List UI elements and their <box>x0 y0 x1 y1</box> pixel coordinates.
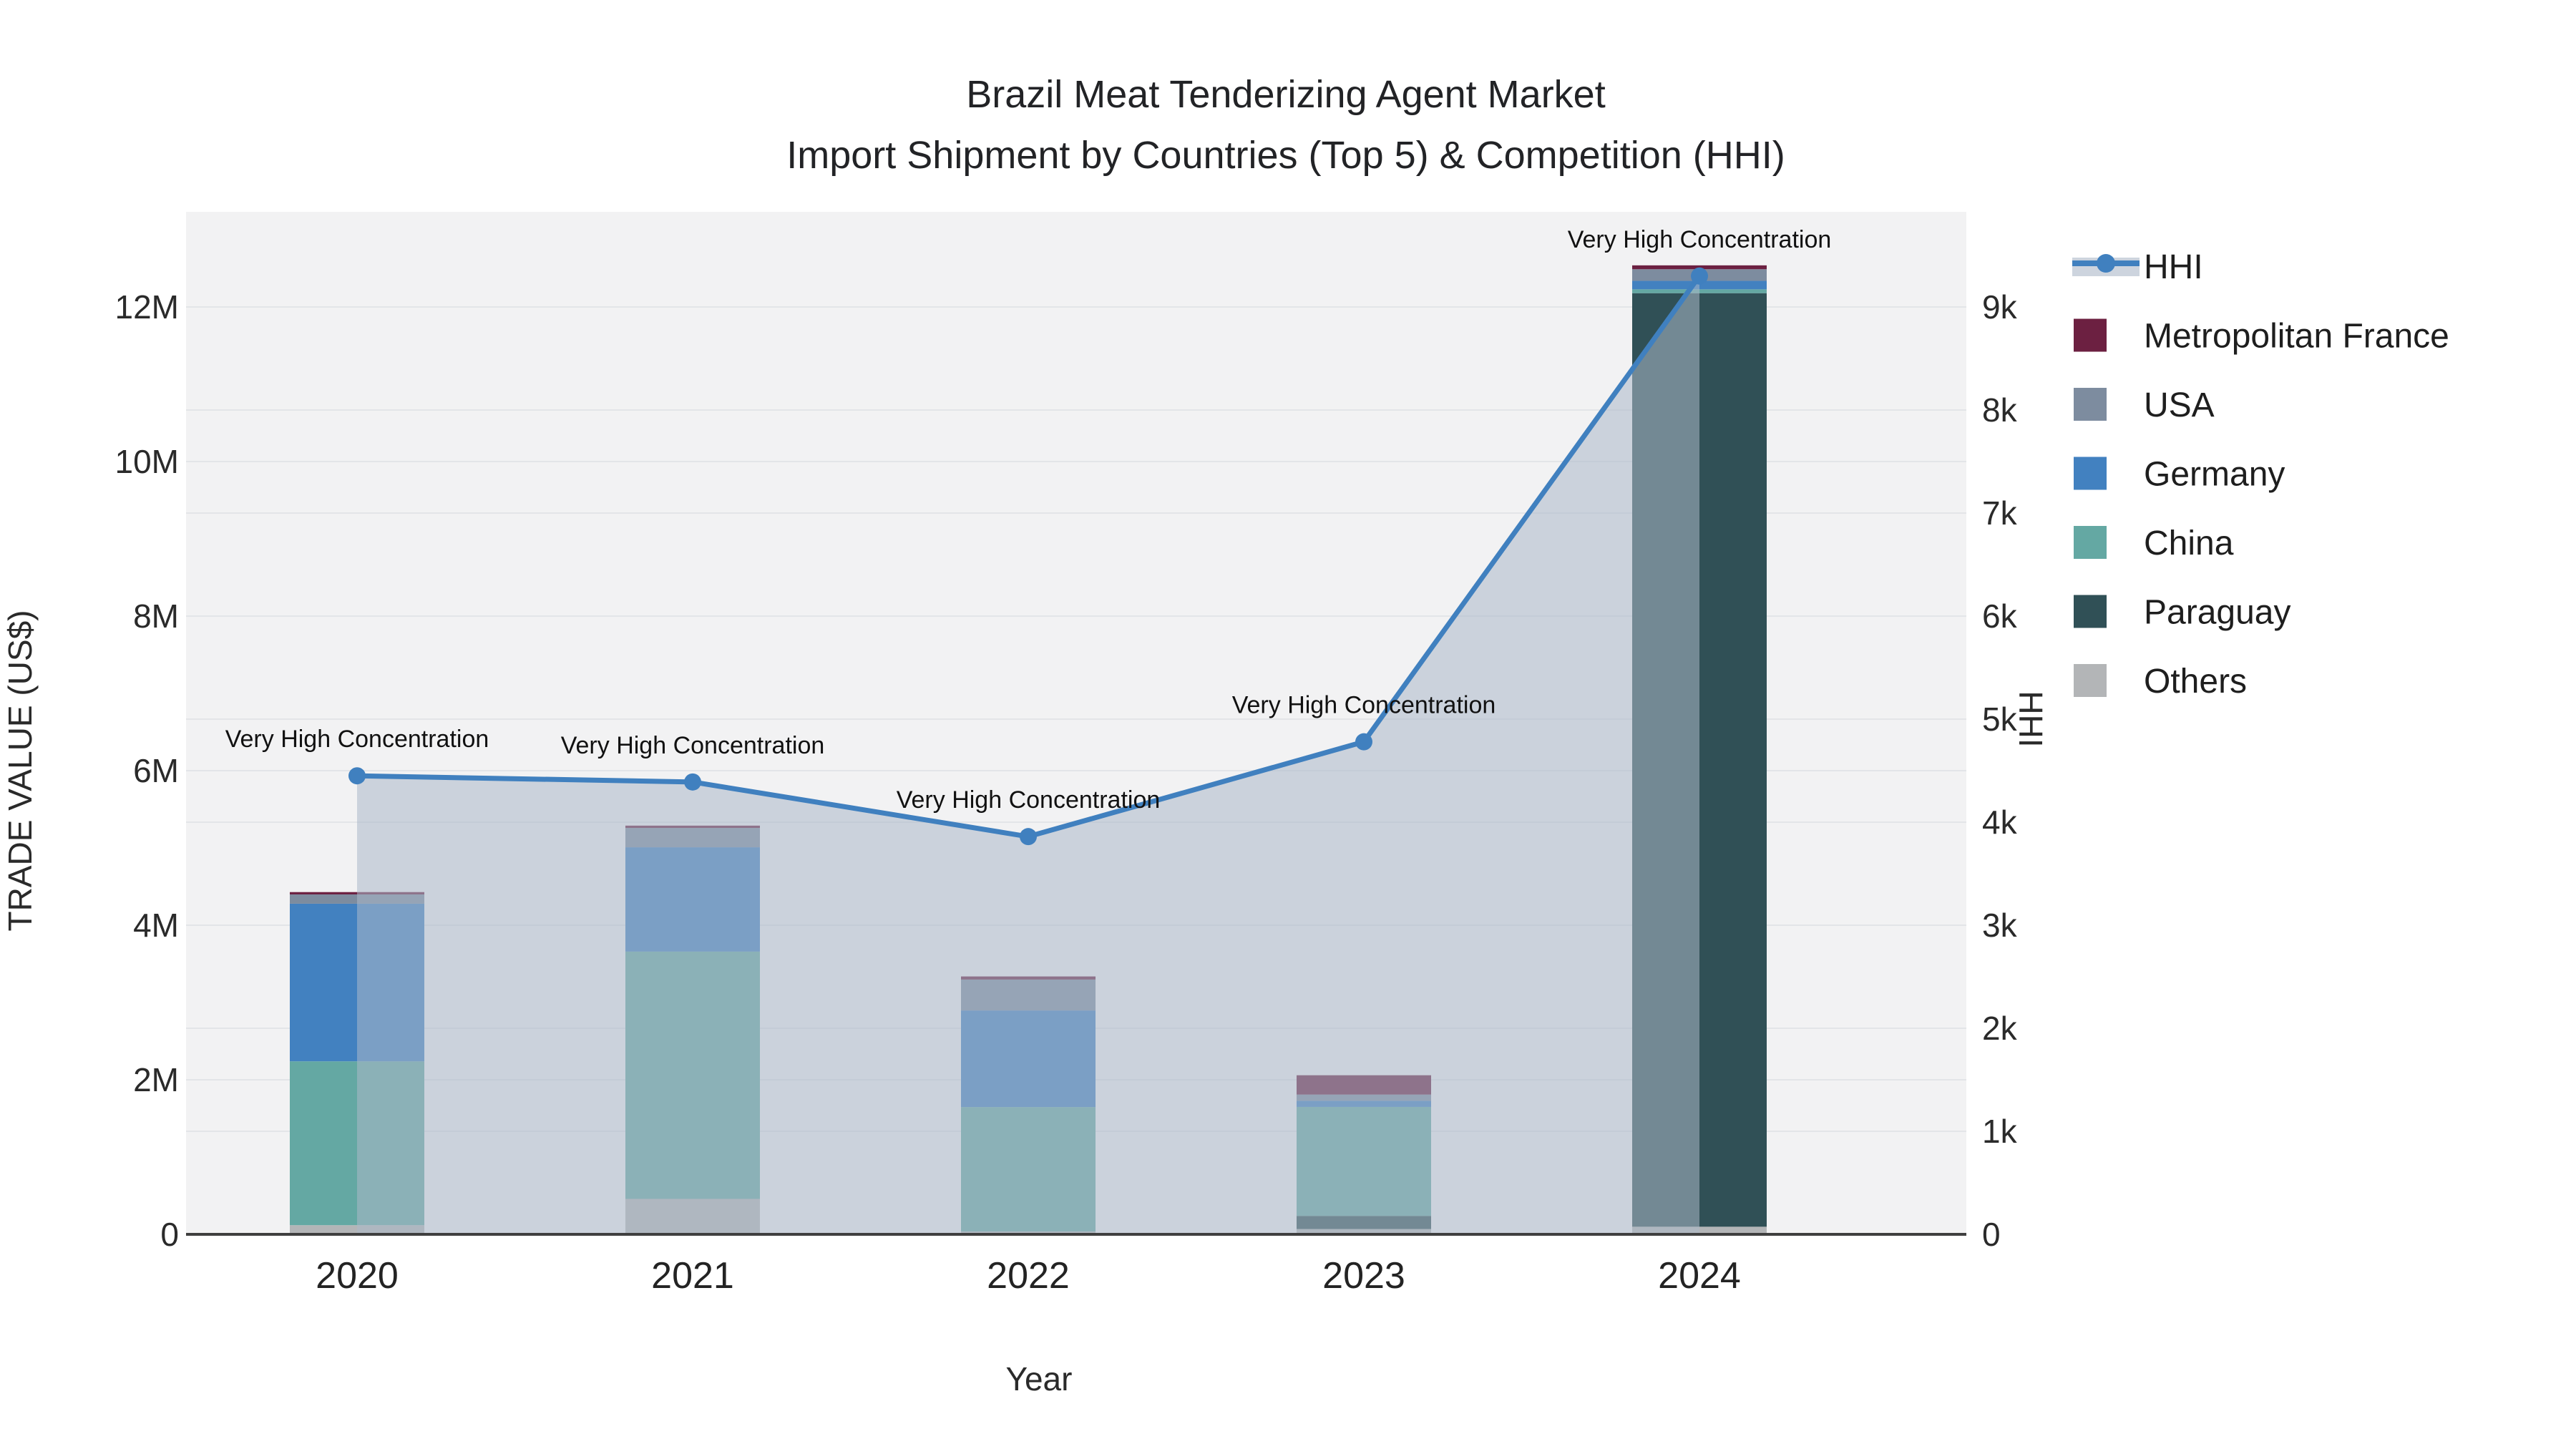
x-axis-line <box>186 1233 1966 1236</box>
annotations-layer: Very High Concentration Very High Concent… <box>225 226 1832 814</box>
legend-item-china[interactable]: China <box>2074 525 2234 562</box>
hhi-area-layer <box>357 275 1699 1234</box>
legend-swatch-germany <box>2074 457 2107 490</box>
legend-label-others: Others <box>2144 663 2247 701</box>
legend-label-china: China <box>2144 525 2234 562</box>
legend-hhi-marker-icon <box>2097 254 2115 273</box>
right-axis-tick-8k: 8k <box>1982 391 2018 429</box>
legend: HHI Metropolitan France USA Germany China Par… <box>2072 248 2449 701</box>
left-axis-tick-10M: 10M <box>115 443 179 480</box>
right-axis-tick-4k: 4k <box>1982 804 2018 841</box>
right-axis-tick-1k: 1k <box>1982 1113 2018 1150</box>
legend-swatch-paraguay <box>2074 595 2107 628</box>
x-axis-title: Year <box>1006 1360 1073 1397</box>
legend-item-germany[interactable]: Germany <box>2074 455 2285 493</box>
annotation-2023: Very High Concentration <box>1232 692 1496 719</box>
right-axis-tick-2k: 2k <box>1982 1010 2018 1047</box>
legend-label-germany: Germany <box>2144 455 2285 493</box>
right-axis-tick-6k: 6k <box>1982 597 2018 635</box>
annotation-2021: Very High Concentration <box>561 732 825 759</box>
legend-swatch-metropolitan-france <box>2074 318 2107 352</box>
x-axis-tick-2021: 2021 <box>651 1255 734 1297</box>
right-axis-tick-3k: 3k <box>1982 907 2018 944</box>
legend-item-metropolitan-france[interactable]: Metropolitan France <box>2074 317 2449 355</box>
annotation-2022: Very High Concentration <box>897 786 1161 814</box>
legend-label-usa: USA <box>2144 386 2215 424</box>
tick-labels-layer: 0 2M 4M 6M 8M 10M 12M 0 1k 2k 3k 4k 5k 6k 7k 8k 9k 2020 20… <box>115 288 2018 1297</box>
right-axis-tick-7k: 7k <box>1982 494 2018 532</box>
right-axis-tick-9k: 9k <box>1982 288 2018 326</box>
legend-item-usa[interactable]: USA <box>2074 386 2215 424</box>
legend-item-hhi[interactable]: HHI <box>2072 248 2203 286</box>
annotation-2024: Very High Concentration <box>1568 226 1832 253</box>
annotation-2020: Very High Concentration <box>225 726 489 753</box>
hhi-point-2023[interactable] <box>1355 733 1372 751</box>
left-axis-tick-0: 0 <box>160 1216 179 1253</box>
x-axis-tick-2022: 2022 <box>987 1255 1070 1297</box>
hhi-point-2021[interactable] <box>684 773 701 791</box>
right-axis-tick-5k: 5k <box>1982 701 2018 738</box>
right-axis-title: HHI <box>2012 691 2049 747</box>
left-axis-title: TRADE VALUE (US$) <box>1 610 39 931</box>
legend-swatch-usa <box>2074 388 2107 421</box>
legend-label-paraguay: Paraguay <box>2144 593 2290 631</box>
x-axis-line-layer <box>186 1233 1966 1236</box>
legend-swatch-others <box>2074 664 2107 697</box>
x-axis-tick-2023: 2023 <box>1322 1255 1405 1297</box>
legend-label-hhi: HHI <box>2144 248 2203 286</box>
legend-item-paraguay[interactable]: Paraguay <box>2074 593 2290 631</box>
left-axis-tick-8M: 8M <box>133 597 179 635</box>
chart-title-line2: Import Shipment by Countries (Top 5) & C… <box>786 134 1785 177</box>
left-axis-tick-4M: 4M <box>133 907 179 944</box>
hhi-point-2024[interactable] <box>1691 267 1708 285</box>
right-axis-tick-0: 0 <box>1982 1216 2001 1253</box>
chart-title-line1: Brazil Meat Tenderizing Agent Market <box>966 73 1605 116</box>
hhi-line-layer <box>348 267 1708 846</box>
hhi-point-2020[interactable] <box>348 767 366 785</box>
hhi-area-fill <box>357 275 1699 1234</box>
legend-label-metropolitan-france: Metropolitan France <box>2144 317 2449 355</box>
left-axis-tick-6M: 6M <box>133 752 179 789</box>
bar-segment-metropolitan-france-2024[interactable] <box>1632 265 1767 270</box>
legend-item-others[interactable]: Others <box>2074 663 2247 701</box>
left-axis-tick-12M: 12M <box>115 288 179 326</box>
x-axis-tick-2024: 2024 <box>1658 1255 1741 1297</box>
left-axis-tick-2M: 2M <box>133 1061 179 1098</box>
legend-swatch-china <box>2074 526 2107 559</box>
x-axis-tick-2020: 2020 <box>316 1255 399 1297</box>
hhi-point-2022[interactable] <box>1020 828 1037 846</box>
